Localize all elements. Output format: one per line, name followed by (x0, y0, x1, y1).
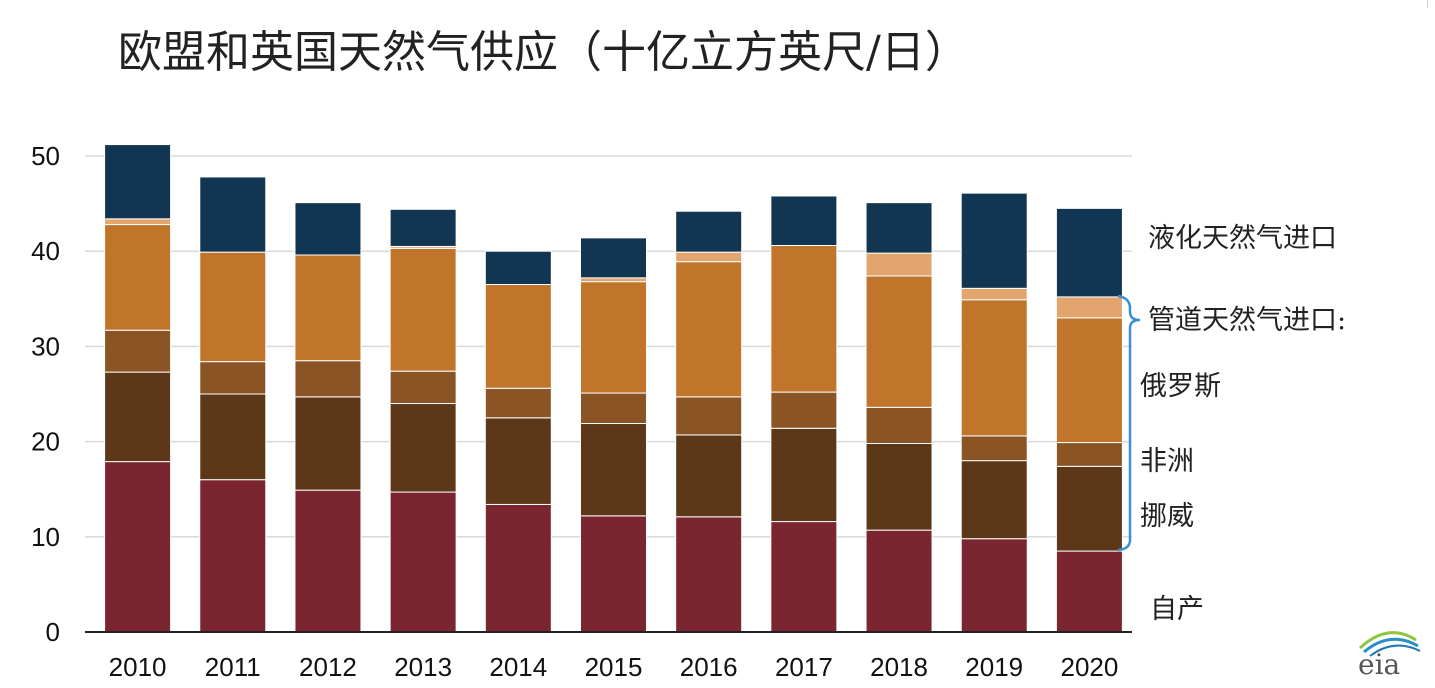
bar-2018-series-1 (865, 443, 933, 531)
legend-label-pipeline: 管道天然气进口: (1148, 305, 1347, 336)
bar-2012-series-3 (294, 254, 362, 362)
bar-2014-series-0 (484, 503, 552, 633)
eia-logo-text: eia (1358, 648, 1400, 680)
bar-2015-series-0 (580, 515, 647, 633)
bar-2015-series-5 (580, 237, 647, 279)
bar-2020-series-3 (1055, 317, 1123, 444)
bar-2016-series-4 (675, 251, 743, 263)
eia-logo-arc-blue (1363, 637, 1419, 654)
y-tick-label-50: 50 (31, 141, 60, 171)
chart-title: 欧盟和英国天然气供应（十亿立方英尺/日） (118, 27, 969, 78)
x-tick-label-2017: 2017 (775, 652, 833, 682)
bar-2010-series-0 (104, 461, 172, 633)
bar-2015-series-3 (580, 281, 647, 394)
bar-2015-series-4 (580, 277, 647, 283)
bar-2013-series-2 (389, 370, 457, 405)
bar-2013-series-3 (389, 247, 457, 372)
bar-2020-series-4 (1055, 296, 1123, 319)
bar-2010-series-5 (104, 144, 172, 220)
bar-2016-series-1 (675, 434, 743, 518)
legend-label-africa: 非洲 (1140, 446, 1194, 477)
bar-2017-series-1 (770, 427, 838, 523)
bar-2011-series-2 (199, 361, 267, 395)
bar-2015-series-1 (580, 423, 647, 517)
legend-brace (1117, 294, 1141, 552)
bar-2018-series-0 (865, 529, 933, 633)
bar-2013-series-1 (389, 403, 457, 493)
x-tick-label-2012: 2012 (299, 652, 357, 682)
legend-label-domestic: 自产 (1150, 594, 1204, 625)
eia-logo: eia (1358, 631, 1421, 680)
x-tick-label-2018: 2018 (870, 652, 928, 682)
x-tick-label-2015: 2015 (585, 652, 643, 682)
bar-2012-series-0 (294, 489, 362, 633)
bar-2016-series-0 (675, 516, 743, 633)
bar-2018-series-5 (865, 202, 933, 254)
bar-2012-series-2 (294, 360, 362, 398)
bar-2014-series-1 (484, 417, 552, 505)
eia-logo-arc-dark (1369, 644, 1421, 657)
bar-2013-series-5 (389, 208, 457, 247)
bar-2010-series-4 (104, 218, 172, 226)
bar-2019-series-5 (960, 192, 1028, 289)
bar-2020-series-5 (1055, 207, 1123, 298)
bar-2020-series-1 (1055, 465, 1123, 552)
y-tick-label-30: 30 (31, 331, 60, 361)
bar-2011-series-0 (199, 479, 267, 633)
bar-2014-series-5 (484, 250, 552, 286)
bar-2019-series-1 (960, 460, 1028, 540)
bar-2010-series-3 (104, 224, 172, 331)
bar-2016-series-5 (675, 210, 743, 253)
bar-2019-series-0 (960, 538, 1028, 633)
bar-2018-series-3 (865, 275, 933, 408)
bar-2020-series-0 (1055, 550, 1123, 633)
bar-2014-series-3 (484, 284, 552, 389)
x-tick-label-2016: 2016 (680, 652, 738, 682)
bar-2015-series-2 (580, 392, 647, 425)
bar-2018-series-4 (865, 252, 933, 277)
bar-2020-series-2 (1055, 442, 1123, 467)
bar-2012-series-5 (294, 202, 362, 256)
bar-2012-series-1 (294, 396, 362, 491)
bar-2017-series-5 (770, 195, 838, 246)
bar-2019-series-2 (960, 435, 1028, 462)
x-tick-label-2010: 2010 (109, 652, 167, 682)
y-tick-label-0: 0 (46, 617, 60, 647)
bar-2017-series-2 (770, 391, 838, 429)
y-tick-label-40: 40 (31, 236, 60, 266)
bar-2010-series-2 (104, 329, 172, 373)
x-tick-label-2013: 2013 (394, 652, 452, 682)
x-tick-label-2011: 2011 (205, 652, 261, 682)
legend-label-russia: 俄罗斯 (1140, 371, 1221, 402)
bar-2014-series-2 (484, 387, 552, 419)
bar-2019-series-4 (960, 287, 1028, 301)
y-tick-label-20: 20 (31, 427, 60, 457)
bar-2018-series-2 (865, 406, 933, 445)
bar-2011-series-3 (199, 251, 267, 363)
bar-2010-series-1 (104, 371, 172, 463)
bar-2017-series-0 (770, 521, 838, 633)
bar-2013-series-0 (389, 491, 457, 633)
legend-label-lng: 液化天然气进口 (1148, 223, 1337, 254)
bar-2017-series-3 (770, 244, 838, 393)
bar-2011-series-5 (199, 176, 267, 253)
bar-2016-series-2 (675, 396, 743, 436)
x-tick-label-2019: 2019 (965, 652, 1023, 682)
y-tick-label-10: 10 (31, 522, 60, 552)
bar-2016-series-3 (675, 261, 743, 398)
x-tick-label-2014: 2014 (489, 652, 547, 682)
frame-edge (1427, 0, 1428, 8)
legend-label-norway: 挪威 (1140, 501, 1194, 532)
x-tick-label-2020: 2020 (1060, 652, 1118, 682)
bar-2019-series-3 (960, 299, 1028, 437)
bar-2011-series-1 (199, 393, 267, 481)
eia-logo-arc-green (1358, 631, 1417, 650)
